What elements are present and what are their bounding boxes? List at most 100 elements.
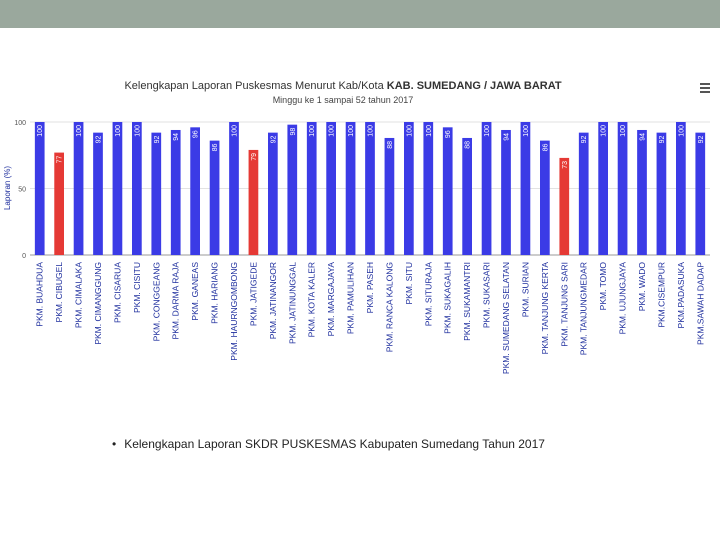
bar (190, 127, 200, 255)
x-tick-label: PKM. SUKAGALIH (443, 262, 453, 334)
x-tick-label: PKM. JATINANGOR (268, 262, 278, 339)
bar-data-label: 92 (659, 136, 666, 144)
bars: 100 77 100 92 100 100 92 94 96 86 100 79 92 98 100 100 1… (34, 122, 706, 255)
x-tick-label: PKM. KOTA KALER (307, 262, 317, 337)
x-tick-label: PKM. CIMALAKA (74, 262, 84, 328)
bar (462, 137, 472, 255)
bar (170, 129, 181, 255)
bar-data-label: 88 (465, 141, 472, 149)
bar (598, 122, 608, 255)
chart-subtitle: Minggu ke 1 sampai 52 tahun 2017 (273, 95, 414, 105)
x-tick-label: PKM. TOMO (598, 262, 608, 311)
x-tick-label: PKM. SUMEDANG SELATAN (501, 262, 511, 374)
bar-data-label: 100 (484, 125, 491, 137)
bar (54, 152, 64, 255)
bar-data-label: 86 (542, 144, 549, 152)
bar (423, 122, 434, 255)
x-tick-label: PKM. HAURNGOMBONG (229, 262, 239, 361)
bar-data-label: 88 (387, 141, 394, 149)
bar-data-label: 100 (523, 125, 530, 137)
bar (132, 122, 142, 255)
bar-data-label: 92 (154, 136, 161, 144)
bar-data-label: 100 (134, 125, 141, 137)
x-tick-label: PKM. RANCA KALONG (384, 262, 394, 352)
bar (617, 122, 628, 255)
bar (578, 132, 589, 255)
bar (365, 122, 375, 255)
y-tick-label: 100 (14, 120, 26, 127)
x-axis-labels: PKM. BUAHDUA PKM. CIBUGEL PKM. CIMALAKA PKM… (35, 262, 706, 374)
y-tick-label: 50 (18, 187, 26, 194)
bar (229, 122, 239, 255)
y-tick-label: 0 (22, 253, 26, 260)
bar-data-label: 92 (698, 136, 705, 144)
bar-data-label: 100 (368, 125, 375, 137)
x-tick-label: PKM.SAWAH DADAP (695, 262, 705, 345)
x-tick-label: PKM. JATIGEDE (248, 262, 258, 326)
bar (248, 149, 259, 255)
bar (404, 122, 414, 255)
bar-data-label: 100 (348, 125, 355, 137)
bar-data-label: 94 (173, 133, 180, 141)
bar-data-label: 100 (115, 125, 122, 137)
x-tick-label: PKM. WADO (637, 262, 647, 312)
caption-bullet: • (112, 437, 117, 451)
bar-data-label: 73 (562, 161, 569, 169)
x-tick-label: PKM.CISEMPUR (656, 262, 666, 328)
bar-data-label: 92 (581, 136, 588, 144)
bar (34, 122, 45, 255)
bar (151, 132, 162, 255)
chart-title-prefix: Kelengkapan Laporan Puskesmas Menurut Ka… (124, 80, 386, 92)
x-tick-label: PKM. CONGGEANG (151, 262, 161, 341)
bar (93, 132, 103, 255)
bar-data-label: 79 (251, 153, 258, 161)
x-tick-label: PKM. SUKASARI (482, 262, 492, 328)
x-tick-label: PKM. SURIAN (520, 262, 530, 317)
x-tick-label: PKM. UJUNGJAYA (618, 262, 628, 335)
x-tick-label: PKM. BUAHDUA (35, 262, 45, 327)
x-tick-label: PKM. CISARUA (112, 262, 122, 323)
x-tick-label: PKM. CIBUGEL (54, 262, 64, 323)
x-tick-label: PKM. HARIANG (210, 262, 220, 324)
bar (209, 140, 220, 255)
x-tick-label: PKM. SUKAMANTRI (462, 262, 472, 341)
bar-data-label: 100 (232, 125, 239, 137)
bar (384, 137, 395, 255)
bar (112, 122, 123, 255)
bar-data-label: 100 (426, 125, 433, 137)
chart-title-bold: KAB. SUMEDANG / JAWA BARAT (387, 80, 562, 92)
bar-data-label: 92 (270, 136, 277, 144)
x-tick-label: PKM. CISITU (132, 262, 142, 313)
x-tick-label: PKM. PASEH (365, 262, 375, 313)
bar-data-label: 94 (640, 133, 647, 141)
bar (481, 122, 492, 255)
chart-title: Kelengkapan Laporan Puskesmas Menurut Ka… (124, 80, 561, 92)
bar-data-label: 94 (504, 133, 511, 141)
bar (287, 124, 298, 255)
hamburger-menu-icon[interactable] (700, 83, 710, 93)
y-axis-label: Laporan (%) (3, 166, 12, 210)
x-tick-label: PKM. TANJUNG KERTA (540, 262, 550, 355)
bar (540, 140, 550, 255)
bar (501, 129, 511, 255)
top-banner (0, 0, 720, 28)
bar (268, 132, 278, 255)
bar-data-label: 100 (678, 125, 685, 137)
bar (326, 122, 336, 255)
bar-data-label: 96 (193, 130, 200, 138)
caption-text: Kelengkapan Laporan SKDR PUSKESMAS Kabup… (124, 437, 545, 451)
x-tick-label: PKM. TANJUNG SARI (559, 262, 569, 347)
x-tick-label: PKM. DARMA RAJA (171, 262, 181, 340)
bar-data-label: 100 (309, 125, 316, 137)
bar-data-label: 100 (620, 125, 627, 137)
x-tick-label: PKM. CIMANGGUNG (93, 262, 103, 345)
bar (637, 129, 647, 255)
x-tick-label: PKM. GANEAS (190, 262, 200, 321)
bar-data-label: 98 (290, 128, 297, 136)
x-tick-label: PKM. PAMULIHAN (346, 262, 356, 334)
bar-data-label: 92 (96, 136, 103, 144)
bar (520, 122, 531, 255)
bar-data-label: 100 (329, 125, 336, 137)
bar-data-label: 100 (37, 125, 44, 137)
bar (559, 157, 570, 255)
